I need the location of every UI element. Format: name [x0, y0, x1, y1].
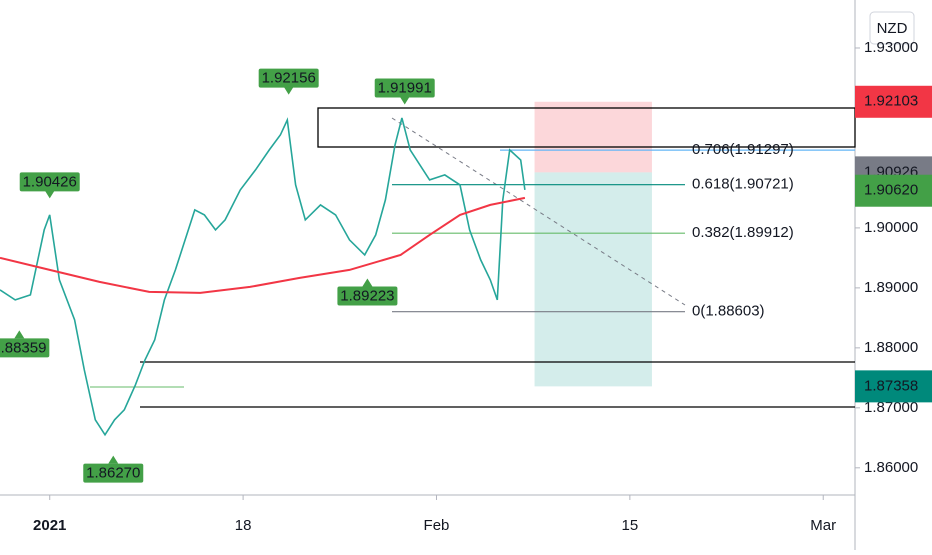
pivot-pointer [362, 278, 373, 287]
pivot-box [374, 78, 435, 98]
pivot-box [337, 286, 398, 306]
y-tick-label: 1.88000 [864, 339, 918, 356]
price-tag [855, 85, 932, 118]
pivot-box [83, 463, 144, 483]
range-box [317, 107, 856, 148]
y-tick-label: 1.90000 [864, 219, 918, 236]
x-tick-label: Feb [424, 517, 450, 534]
moving-average [0, 196, 526, 294]
target-zone [534, 172, 652, 387]
pivot-label: 1.92156 [262, 70, 316, 87]
pivot-label: 1.91991 [378, 79, 432, 96]
background-layer [534, 101, 652, 387]
price-tag [855, 370, 932, 403]
y-tick-label: 1.89000 [864, 279, 918, 296]
currency-label: NZD [877, 20, 908, 37]
fib-label: 0(1.88603) [692, 303, 765, 320]
price-tag-label: 1.87358 [864, 377, 918, 394]
pivot-label: 1.89223 [340, 287, 394, 304]
trend-line [391, 117, 686, 306]
price-line [0, 117, 526, 437]
pivot-box [0, 338, 50, 358]
x-tick-label: 15 [622, 517, 639, 534]
pivot-pointer [283, 86, 294, 95]
y-tick-label: 1.93000 [864, 39, 918, 56]
currency-box [869, 11, 915, 45]
pivot-pointer [44, 190, 55, 199]
x-tick-label: 2021 [33, 517, 66, 534]
x-tick-label: Mar [810, 517, 836, 534]
price-tag-label: 1.90620 [864, 182, 918, 199]
pivot-label: 1.88359 [0, 339, 46, 356]
stop-zone [534, 101, 652, 173]
pivot-box [19, 172, 80, 192]
fib-label: 0.706(1.91297) [692, 141, 794, 158]
pivot-label: 1.90426 [23, 173, 77, 190]
price-tag [855, 174, 932, 207]
price-tag-label: 1.92103 [864, 93, 918, 110]
pivot-label: 1.86270 [86, 465, 140, 482]
pivot-pointer [14, 330, 25, 339]
fib-label: 0.382(1.89912) [692, 224, 794, 241]
fib-label: 0.618(1.90721) [692, 176, 794, 193]
y-tick-label: 1.87000 [864, 399, 918, 416]
pivot-box [258, 68, 319, 88]
x-tick-label: 18 [235, 517, 252, 534]
pivot-pointer [399, 96, 410, 105]
pivot-pointer [108, 455, 119, 464]
y-tick-label: 1.86000 [864, 459, 918, 476]
